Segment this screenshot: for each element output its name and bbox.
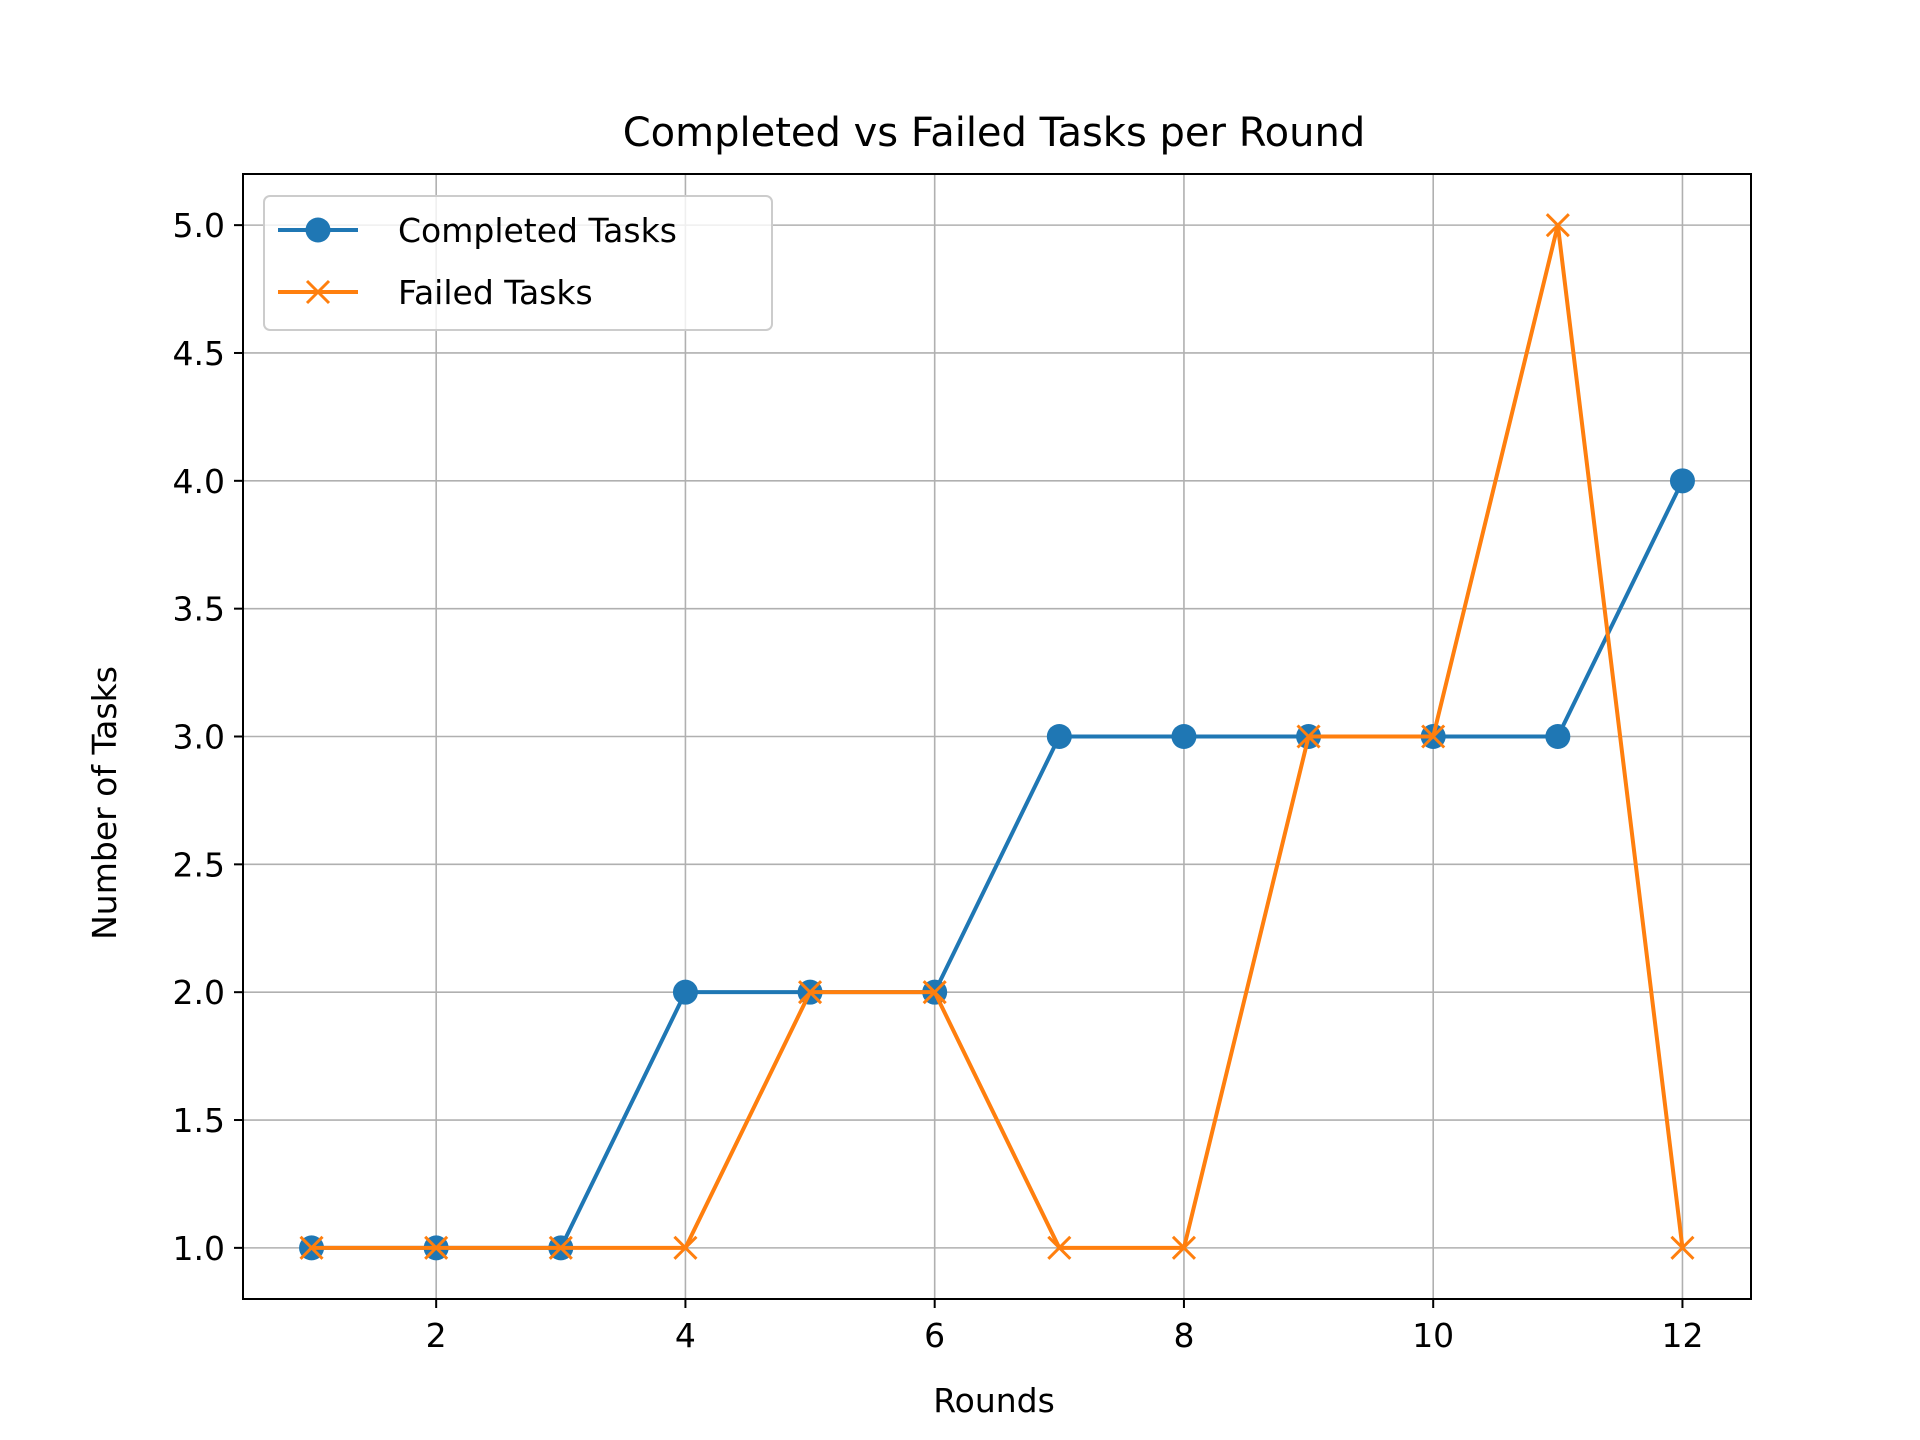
legend-label: Failed Tasks (398, 273, 593, 312)
y-tick-label: 4.0 (173, 462, 225, 501)
y-tick-label: 5.0 (173, 206, 225, 245)
data-point (1046, 724, 1072, 749)
data-point (1421, 724, 1446, 749)
data-point (1296, 724, 1321, 749)
y-axis-label: Number of Tasks (85, 666, 124, 940)
x-tick-label: 10 (1412, 1316, 1454, 1355)
x-tick-label: 2 (426, 1316, 447, 1355)
data-point (1669, 468, 1695, 494)
data-point (1545, 724, 1571, 749)
legend-label: Completed Tasks (398, 211, 677, 250)
legend: Completed Tasks Failed Tasks (263, 195, 773, 331)
y-tick-label: 2.0 (173, 973, 225, 1012)
series-line (311, 223, 1685, 1250)
chart-title: Completed vs Failed Tasks per Round (623, 110, 1366, 156)
data-point (424, 1235, 449, 1260)
data-point (672, 979, 698, 1005)
legend-box (263, 195, 773, 331)
data-point (1047, 1235, 1072, 1260)
legend-item: Completed Tasks (278, 211, 677, 250)
y-tick-label: 4.5 (173, 334, 225, 373)
y-tick-label: 3.5 (173, 590, 225, 629)
data-point (299, 1235, 324, 1260)
x-tick-label: 4 (675, 1316, 696, 1355)
series-layer (299, 213, 1695, 1261)
data-point (797, 980, 823, 1005)
data-point (673, 1235, 698, 1260)
data-point (1171, 1235, 1197, 1260)
data-point (548, 1235, 573, 1260)
legend-marker (305, 279, 331, 305)
x-tick-label: 6 (924, 1316, 945, 1355)
data-point (1545, 213, 1570, 238)
x-tick-label: 12 (1661, 1316, 1703, 1355)
legend-marker (305, 217, 331, 243)
y-axis: 1.0 1.5 2.0 2.5 3.0 3.5 4.0 4.5 5.0 (173, 206, 243, 1268)
y-tick-label: 1.5 (173, 1101, 225, 1140)
data-point (1171, 724, 1197, 749)
data-point (922, 980, 947, 1005)
x-tick-label: 8 (1173, 1316, 1194, 1355)
series-2 (299, 213, 1695, 1260)
y-tick-label: 2.5 (173, 845, 225, 884)
x-axis-label: Rounds (933, 1381, 1055, 1420)
data-point (1670, 1235, 1695, 1260)
y-tick-label: 3.0 (173, 718, 225, 757)
legend-item: Failed Tasks (278, 273, 593, 312)
x-axis: 2 4 6 8 10 12 (426, 1299, 1703, 1355)
y-tick-label: 1.0 (173, 1229, 225, 1268)
